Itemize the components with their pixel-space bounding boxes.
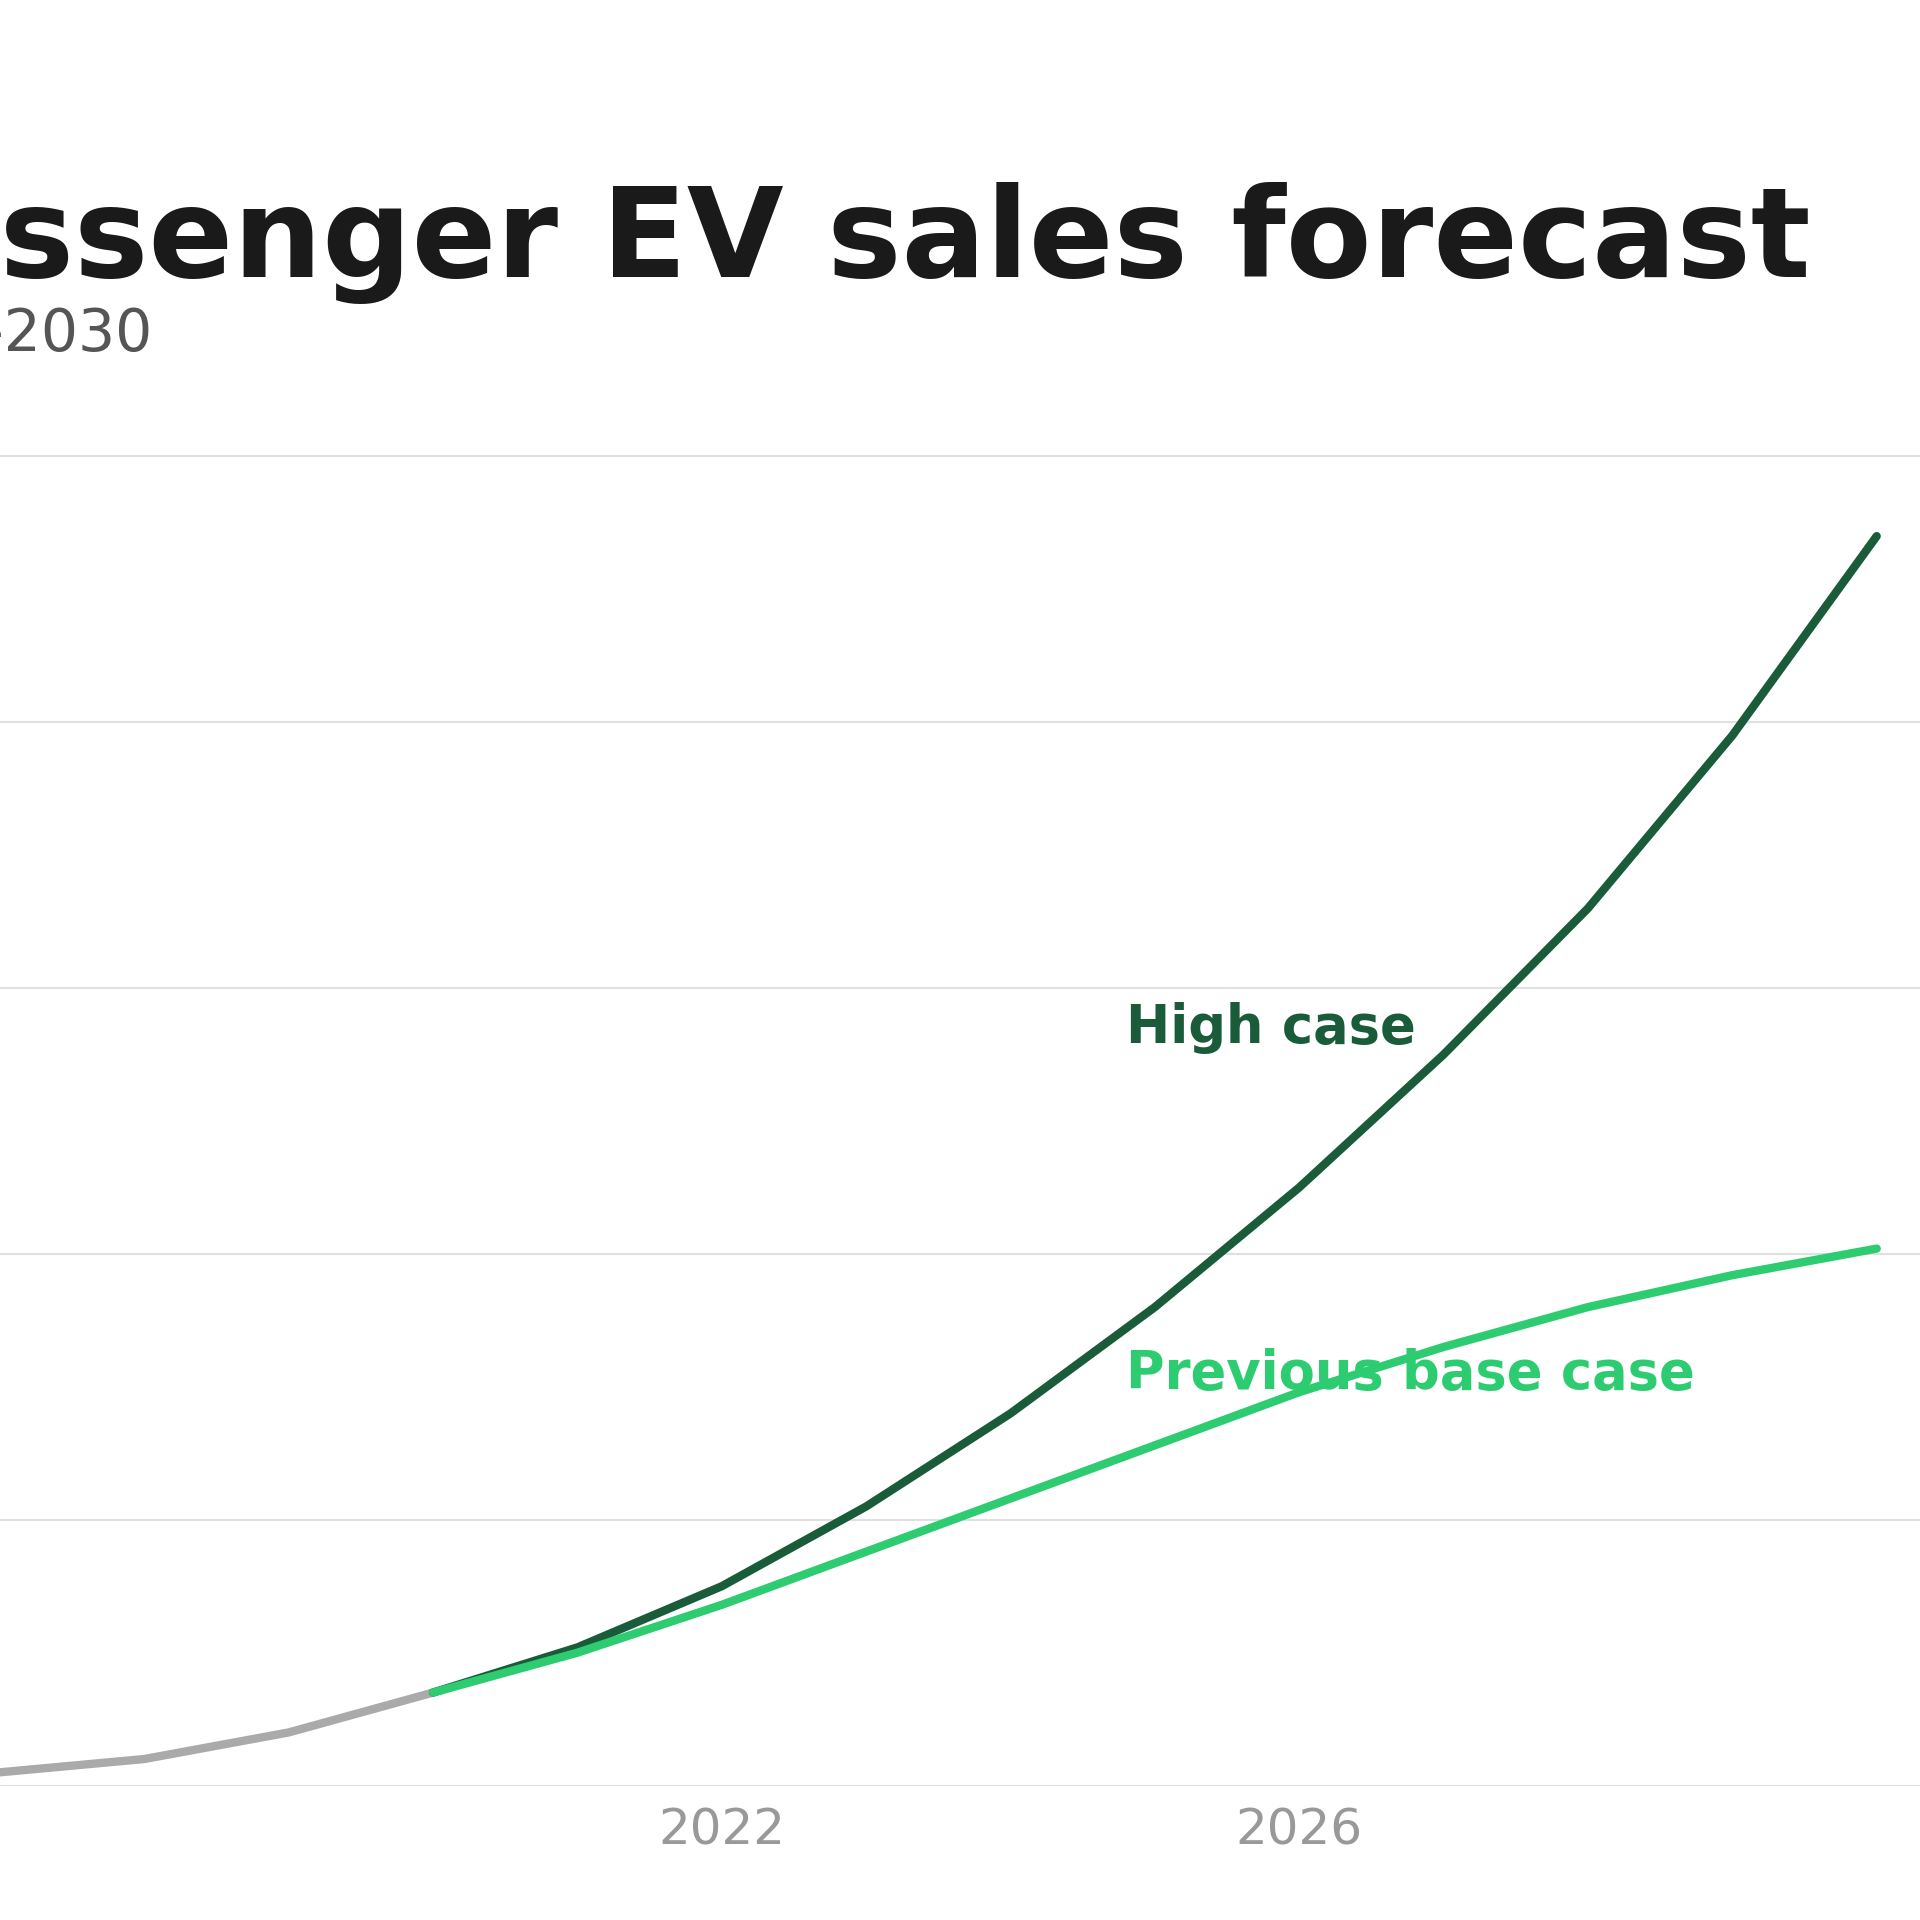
Text: 2017–2030: 2017–2030 — [0, 307, 154, 363]
Text: High case: High case — [1125, 1002, 1415, 1054]
Text: Passenger EV sales forecast: Passenger EV sales forecast — [0, 182, 1811, 303]
Text: Previous base case: Previous base case — [1125, 1348, 1695, 1400]
